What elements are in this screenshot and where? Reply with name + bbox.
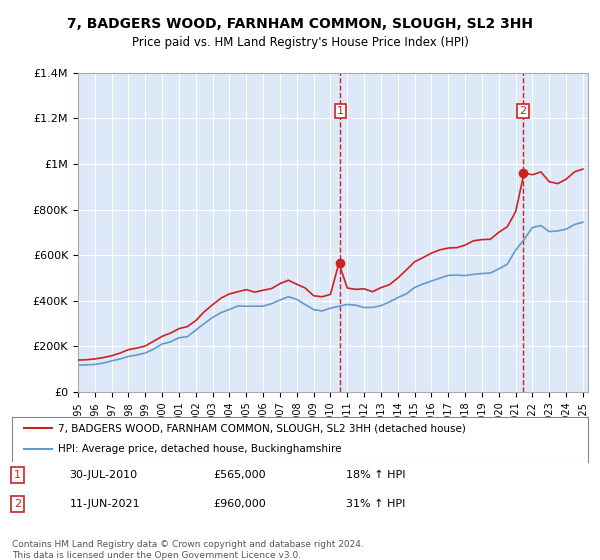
Text: HPI: Average price, detached house, Buckinghamshire: HPI: Average price, detached house, Buck… — [58, 445, 341, 455]
Text: 1: 1 — [337, 106, 344, 116]
Text: Price paid vs. HM Land Registry's House Price Index (HPI): Price paid vs. HM Land Registry's House … — [131, 36, 469, 49]
Text: 11-JUN-2021: 11-JUN-2021 — [70, 499, 140, 509]
Text: £960,000: £960,000 — [214, 499, 266, 509]
Text: 2: 2 — [520, 106, 527, 116]
Text: 30-JUL-2010: 30-JUL-2010 — [70, 470, 138, 480]
Text: 1: 1 — [14, 470, 21, 480]
Text: 7, BADGERS WOOD, FARNHAM COMMON, SLOUGH, SL2 3HH (detached house): 7, BADGERS WOOD, FARNHAM COMMON, SLOUGH,… — [58, 423, 466, 433]
Text: 2: 2 — [14, 499, 22, 509]
Text: 31% ↑ HPI: 31% ↑ HPI — [346, 499, 406, 509]
Text: Contains HM Land Registry data © Crown copyright and database right 2024.
This d: Contains HM Land Registry data © Crown c… — [12, 540, 364, 560]
Text: 18% ↑ HPI: 18% ↑ HPI — [346, 470, 406, 480]
Text: £565,000: £565,000 — [214, 470, 266, 480]
Text: 7, BADGERS WOOD, FARNHAM COMMON, SLOUGH, SL2 3HH: 7, BADGERS WOOD, FARNHAM COMMON, SLOUGH,… — [67, 17, 533, 31]
